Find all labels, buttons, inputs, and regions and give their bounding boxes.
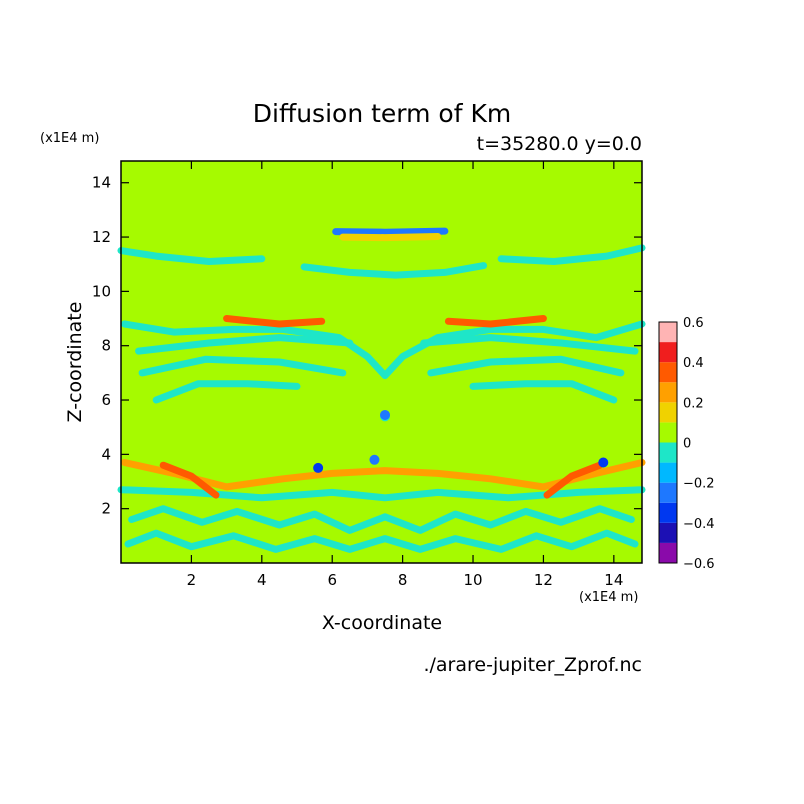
colorbar-cell — [659, 402, 677, 423]
chart-subtitle: t=35280.0 y=0.0 — [477, 133, 642, 155]
colorbar-cell — [659, 542, 677, 563]
y-tick-label: 8 — [101, 337, 111, 355]
contour-band — [497, 244, 646, 265]
colorbar-cell — [659, 442, 677, 463]
colorbar-cell — [659, 322, 677, 343]
colorbar-tick-label: −0.2 — [683, 477, 715, 492]
contour-band — [121, 320, 646, 380]
colorbar-cell — [659, 482, 677, 503]
contour-band — [427, 355, 625, 377]
colorbar: 0.6 0.4 0.2 0 −0.2 −0.4 −0.6 — [658, 316, 715, 572]
y-tick-label: 2 — [101, 500, 111, 518]
contour-spot — [313, 462, 324, 473]
colorbar-cell — [659, 362, 677, 383]
x-axis-label: X-coordinate — [322, 612, 442, 634]
colorbar-tick-label: 0 — [683, 437, 691, 452]
contour-band — [159, 461, 220, 499]
contour-band — [223, 315, 326, 328]
colorbar-tick-label: −0.6 — [683, 557, 715, 572]
contour-features — [117, 227, 646, 553]
contour-band — [543, 461, 604, 499]
contour-spot — [369, 454, 380, 465]
contour-band — [339, 233, 442, 242]
contour-spot — [598, 457, 609, 468]
x-tick-label: 8 — [398, 571, 408, 589]
x-unit-label: (x1E4 m) — [579, 590, 638, 605]
contour-spot — [380, 409, 391, 420]
y-axis-label: Z-coordinate — [64, 302, 86, 423]
x-tick-label: 12 — [534, 571, 553, 589]
colorbar-cell — [659, 522, 677, 543]
plot-area — [117, 160, 646, 564]
colorbar-cell — [659, 502, 677, 523]
x-tick-label: 14 — [604, 571, 623, 589]
colorbar-tick-label: 0.2 — [683, 396, 704, 411]
contour-band — [444, 315, 547, 328]
contour-band — [128, 505, 635, 534]
y-axis-ticks: 2 4 6 8 10 12 14 — [92, 174, 642, 518]
x-axis-ticks: 2 4 6 8 10 12 14 — [187, 161, 623, 589]
contour-band — [124, 529, 639, 553]
contour-band — [469, 380, 618, 404]
x-tick-label: 4 — [257, 571, 267, 589]
contour-band — [420, 334, 639, 355]
colorbar-tick-label: −0.4 — [683, 517, 715, 532]
contour-band — [135, 334, 354, 355]
source-filename: ./arare-jupiter_Zprof.nc — [423, 654, 642, 676]
y-tick-label: 12 — [92, 228, 111, 246]
contour-band — [300, 262, 488, 279]
contour-band — [138, 355, 347, 377]
contour-band — [152, 380, 301, 404]
plot-frame — [120, 160, 643, 564]
colorbar-cell — [659, 422, 677, 443]
contour-band — [332, 227, 449, 236]
colorbar-tick-label: 0.4 — [683, 356, 704, 371]
y-unit-label: (x1E4 m) — [40, 131, 99, 146]
colorbar-cell — [659, 462, 677, 483]
chart-title: Diffusion term of Km — [253, 99, 511, 128]
y-tick-label: 4 — [101, 445, 111, 463]
x-tick-label: 10 — [463, 571, 482, 589]
x-tick-label: 2 — [187, 571, 197, 589]
y-tick-label: 10 — [92, 282, 111, 300]
x-tick-label: 6 — [327, 571, 337, 589]
y-tick-label: 14 — [92, 174, 111, 192]
y-tick-label: 6 — [101, 391, 111, 409]
colorbar-tick-label: 0.6 — [683, 316, 704, 331]
colorbar-cell — [659, 382, 677, 403]
colorbar-cell — [659, 342, 677, 363]
colorbar-frame — [658, 321, 678, 564]
contour-band — [117, 247, 266, 265]
